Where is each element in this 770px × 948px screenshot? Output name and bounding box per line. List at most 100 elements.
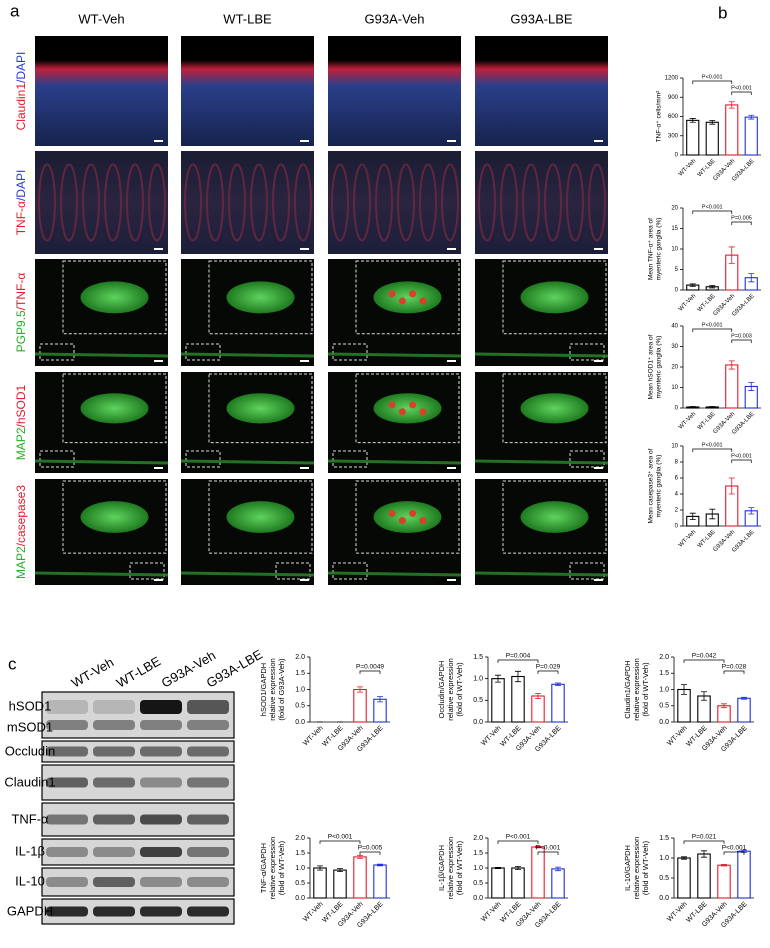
blot-band xyxy=(187,877,229,887)
micrograph xyxy=(181,36,314,146)
micrograph xyxy=(328,259,461,366)
blot-band xyxy=(93,847,135,857)
y-tick-label: 2.0 xyxy=(473,835,483,842)
y-tick-label: 15 xyxy=(671,226,678,232)
y-tick-label: 10 xyxy=(671,247,678,253)
row-label: MAP2/hSOD1 xyxy=(14,384,28,460)
error-bar xyxy=(377,696,383,703)
y-axis-label: TNF-α/GAPDH xyxy=(259,843,268,893)
blot-row-label: Claudin1 xyxy=(4,774,55,789)
error-bar xyxy=(728,477,735,495)
tissue xyxy=(327,571,462,577)
panel-label: c xyxy=(8,654,17,673)
row-label-part: Claudin1 xyxy=(14,83,28,131)
crypt xyxy=(272,163,290,242)
blot-row-label: mSOD1 xyxy=(7,719,53,734)
bar xyxy=(551,868,565,899)
error-bar xyxy=(515,670,521,683)
crypt xyxy=(104,163,122,242)
row-label-part: /DAPI xyxy=(14,170,28,201)
y-tick-label: 1.5 xyxy=(659,835,669,842)
panel-label: a xyxy=(10,1,20,20)
blot-band xyxy=(187,700,229,714)
column-label: WT-Veh xyxy=(78,11,124,26)
p-value: P<0.001 xyxy=(702,322,723,328)
blot-band xyxy=(140,720,182,730)
p-value: P<0.001 xyxy=(731,453,752,459)
micrograph xyxy=(181,372,314,473)
blot-band xyxy=(93,746,135,757)
blot-band xyxy=(46,700,88,714)
y-axis-label: (fold of WT-Veh) xyxy=(455,840,464,895)
y-axis-label: relative expression xyxy=(268,837,277,900)
bar xyxy=(725,364,739,409)
significance-bracket xyxy=(537,670,559,674)
y-axis-label: relative expression xyxy=(268,658,277,721)
y-tick-label: 0.0 xyxy=(659,895,669,902)
ganglion xyxy=(520,501,589,533)
inset-source xyxy=(569,450,605,468)
y-tick-label: 1.0 xyxy=(659,855,669,862)
signal xyxy=(388,509,396,517)
micrograph xyxy=(35,151,168,254)
bar xyxy=(697,853,711,899)
inset-frame xyxy=(208,260,313,335)
error-bar xyxy=(721,864,727,867)
error-bar xyxy=(741,696,747,700)
crypt xyxy=(148,163,166,242)
blot-band xyxy=(140,906,182,917)
blot-band xyxy=(46,720,88,730)
crypt xyxy=(522,163,540,242)
error-bar xyxy=(728,246,735,264)
inset-source xyxy=(332,343,368,361)
blot-row-label: hSOD1 xyxy=(9,698,52,713)
p-value: P=0.021 xyxy=(692,834,717,841)
tissue xyxy=(474,571,609,577)
tissue xyxy=(474,352,609,358)
signal xyxy=(398,408,406,416)
crypt xyxy=(126,163,144,242)
inset-source xyxy=(129,562,165,580)
blot-band xyxy=(93,777,135,788)
bar xyxy=(491,867,505,899)
tissue xyxy=(180,571,315,577)
y-axis-label: TNF-α⁺ cells/mm² xyxy=(656,90,663,142)
bar xyxy=(677,857,691,899)
y-tick-label: 40 xyxy=(671,324,678,330)
blot-row-label: IL-1β xyxy=(15,843,45,858)
y-tick-label: 0.0 xyxy=(295,719,305,726)
y-tick-label: 0.5 xyxy=(473,880,483,887)
y-axis-label: relative expression xyxy=(446,658,455,721)
ganglion xyxy=(373,501,442,533)
blot-band xyxy=(46,877,88,887)
y-tick-label: 0 xyxy=(675,524,679,530)
error-bar xyxy=(555,682,561,686)
error-bar xyxy=(495,867,501,869)
tissue xyxy=(327,352,462,358)
y-axis-label: myenteric ganglia (%) xyxy=(656,455,663,518)
y-tick-label: 2.0 xyxy=(295,835,305,842)
signal xyxy=(419,408,427,416)
y-axis-label: IL-10/GAPDH xyxy=(623,845,632,891)
y-tick-label: 1200 xyxy=(665,76,679,82)
y-tick-label: 1.0 xyxy=(659,686,669,693)
error-bar xyxy=(515,866,521,870)
bar xyxy=(705,121,719,156)
ganglion xyxy=(520,281,589,314)
bar xyxy=(353,856,367,899)
significance-bracket xyxy=(359,851,381,855)
p-value: P<0.001 xyxy=(506,834,531,841)
column-label: G93A-Veh xyxy=(365,11,425,26)
error-bar xyxy=(357,686,363,693)
y-axis-label: myenteric ganglia (%) xyxy=(656,218,663,281)
p-value: P<0.001 xyxy=(328,834,353,841)
micrograph xyxy=(475,372,608,473)
significance-bracket xyxy=(723,851,745,855)
y-axis-label: relative expression xyxy=(632,658,641,721)
inset-frame xyxy=(62,480,167,554)
inset-source xyxy=(39,450,75,468)
row-label-part: /casepase3 xyxy=(14,485,28,547)
y-tick-label: 0.0 xyxy=(473,895,483,902)
ganglion xyxy=(520,393,589,424)
